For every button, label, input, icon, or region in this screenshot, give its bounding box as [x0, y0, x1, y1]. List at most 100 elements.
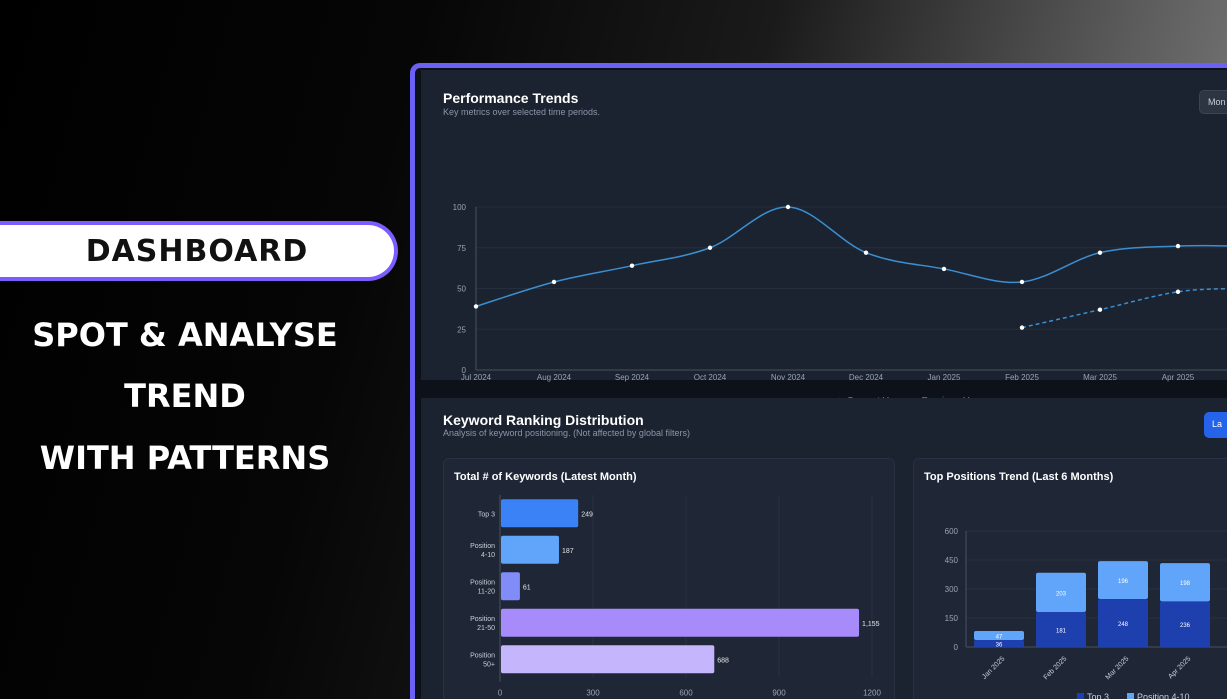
- stacked-bar-segment: [1160, 563, 1210, 602]
- current-year-point: [785, 204, 791, 210]
- x-tick-label: Jan 2025: [981, 655, 1006, 680]
- x-tick-label: Dec 2024: [849, 373, 884, 382]
- top-positions-panel: Top Positions Trend (Last 6 Months) 0 150…: [913, 458, 1227, 699]
- current-year-point: [1097, 250, 1103, 255]
- y-tick-label: 25: [457, 325, 466, 334]
- stacked-bar-segment: [1160, 601, 1210, 647]
- category-label: Position: [470, 579, 495, 586]
- previous-year-point: [1175, 289, 1181, 294]
- segment-value-label: 198: [1180, 581, 1191, 587]
- category-label: 4-10: [481, 552, 495, 559]
- legend-top3: Top 3: [1087, 692, 1109, 699]
- category-label: Top 3: [478, 511, 495, 518]
- total-keywords-title: Total # of Keywords (Latest Month): [454, 471, 637, 483]
- category-label: 50+: [483, 661, 495, 668]
- x-tick-label: Oct 2024: [694, 373, 727, 382]
- stacked-bar-segment: [974, 630, 1024, 641]
- previous-year-point: [1097, 307, 1103, 312]
- segment-value-label: 203: [1056, 591, 1067, 597]
- bar: [501, 645, 715, 674]
- x-tick-label: 900: [772, 689, 786, 698]
- category-label: Position: [470, 616, 495, 623]
- x-tick-label: 600: [679, 689, 693, 698]
- dashboard-window: Performance Trends Key metrics over sele…: [410, 63, 1227, 699]
- period-mode-button[interactable]: Mon: [1199, 90, 1227, 114]
- stacked-bar-segment: [1098, 599, 1148, 647]
- x-tick-label: Aug 2024: [537, 373, 572, 382]
- tagline-line-3: WITH PATTERNS: [39, 439, 331, 477]
- stacked-bar-segment: [1036, 572, 1086, 613]
- stacked-bar-segment: [1036, 612, 1086, 647]
- bar-value-label: 187: [562, 548, 574, 555]
- bar: [501, 572, 520, 601]
- x-tick-label: Jan 2025: [928, 373, 961, 382]
- x-tick-label: Feb 2025: [1043, 655, 1069, 681]
- category-label: Position: [470, 543, 495, 550]
- top-positions-title: Top Positions Trend (Last 6 Months): [924, 471, 1114, 483]
- performance-subtitle: Key metrics over selected time periods.: [443, 107, 601, 117]
- bar: [501, 608, 860, 637]
- x-tick-label: Apr 2025: [1162, 373, 1195, 382]
- y-tick-label: 600: [945, 527, 959, 536]
- dashboard-badge: DASHBOARD: [0, 221, 398, 281]
- top-positions-stacked-chart: 0 150 300 450 600 36 47 Jan 2025 181 203 Feb 2025 2…: [945, 527, 1227, 699]
- category-label: 21-50: [477, 625, 495, 632]
- previous-year-line: [1021, 288, 1227, 329]
- x-tick-label: Mar 2025: [1083, 373, 1117, 382]
- x-tick-label: Sep 2024: [615, 373, 650, 382]
- segment-value-label: 47: [996, 634, 1003, 640]
- x-tick-label: 1200: [863, 689, 881, 698]
- x-tick-label: Feb 2025: [1005, 373, 1039, 382]
- bar-value-label: 249: [581, 511, 593, 518]
- current-year-line: [475, 206, 1227, 308]
- bar-value-label: 1,155: [862, 621, 880, 628]
- segment-value-label: 36: [996, 643, 1003, 649]
- bar-value-label: 688: [717, 657, 729, 664]
- x-tick-label: Jul 2024: [461, 373, 492, 382]
- bar: [501, 499, 579, 528]
- previous-year-point: [1019, 325, 1025, 330]
- current-year-point: [629, 263, 635, 268]
- x-tick-label: 300: [586, 689, 600, 698]
- y-tick-label: 75: [457, 244, 466, 253]
- y-tick-label: 50: [457, 285, 466, 294]
- current-year-point: [707, 245, 713, 250]
- segment-value-label: 248: [1118, 622, 1129, 628]
- tagline-line-1: SPOT & ANALYSE: [32, 316, 338, 354]
- tagline-line-2: TREND: [124, 377, 246, 415]
- total-keywords-bar-chart: 0 300 600 900 1200 Top 3 249 Position 4-10 187 Pos…: [470, 495, 881, 698]
- segment-value-label: 196: [1118, 579, 1129, 585]
- category-label: Position: [470, 652, 495, 659]
- latest-button[interactable]: La: [1204, 412, 1227, 438]
- y-tick-label: 150: [945, 614, 959, 623]
- x-tick-label: Apr 2025: [1167, 655, 1192, 680]
- x-tick-label: Nov 2024: [771, 373, 806, 382]
- current-year-point: [863, 250, 869, 255]
- stacked-bar-segment: [974, 640, 1024, 647]
- ranking-subtitle: Analysis of keyword positioning. (Not af…: [443, 428, 690, 438]
- current-year-point: [1019, 279, 1025, 285]
- category-label: 11-20: [478, 588, 495, 595]
- y-tick-label: 100: [453, 203, 467, 212]
- y-tick-label: 0: [954, 643, 959, 652]
- total-keywords-panel: Total # of Keywords (Latest Month) 0 300 6…: [443, 458, 895, 699]
- legend-swatch-top3: [1077, 693, 1084, 699]
- current-year-point: [551, 279, 557, 285]
- dashboard-badge-label: DASHBOARD: [85, 233, 309, 269]
- x-tick-label: 0: [498, 689, 503, 698]
- bar: [501, 535, 559, 564]
- current-year-point: [473, 304, 479, 309]
- current-year-point: [941, 266, 947, 272]
- segment-value-label: 236: [1180, 623, 1191, 629]
- x-tick-label: Mar 2025: [1105, 655, 1131, 681]
- stacked-bar-segment: [1098, 561, 1148, 600]
- performance-title: Performance Trends: [443, 90, 579, 106]
- current-year-point: [1175, 243, 1181, 249]
- performance-trends-card: Performance Trends Key metrics over sele…: [421, 70, 1227, 407]
- performance-line-chart: 0 25 50 75 100 Jul 2024 Aug 2024 Sep 2024 Oct 20…: [453, 203, 1227, 407]
- y-tick-label: 450: [945, 556, 959, 565]
- legend-swatch-position-4-10: [1127, 693, 1134, 699]
- segment-value-label: 181: [1056, 629, 1067, 635]
- keyword-ranking-card: Keyword Ranking Distribution Analysis of…: [421, 398, 1227, 699]
- ranking-title: Keyword Ranking Distribution: [443, 412, 644, 428]
